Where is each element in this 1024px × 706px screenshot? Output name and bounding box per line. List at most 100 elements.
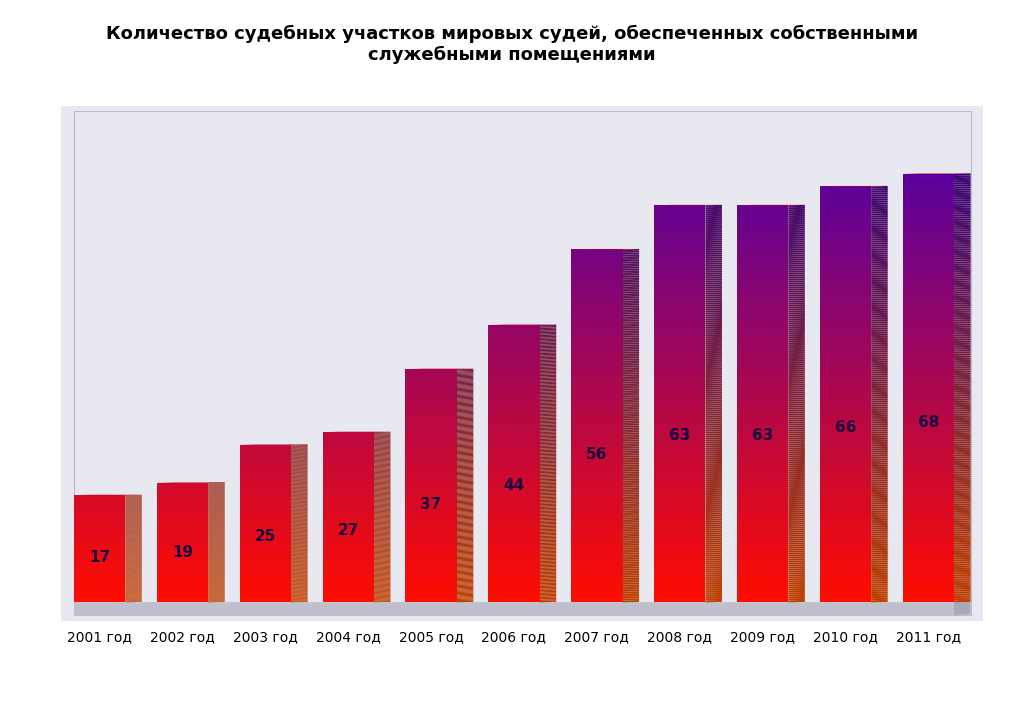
Polygon shape (623, 530, 639, 532)
Bar (654, 337, 706, 339)
Polygon shape (208, 559, 224, 561)
Polygon shape (788, 479, 805, 481)
Polygon shape (125, 580, 142, 581)
Bar (406, 561, 457, 562)
Polygon shape (871, 201, 888, 203)
Polygon shape (457, 376, 473, 378)
Polygon shape (540, 484, 556, 486)
Bar (737, 589, 788, 590)
Polygon shape (125, 595, 142, 597)
Polygon shape (871, 238, 888, 241)
Bar (654, 310, 706, 311)
Polygon shape (457, 484, 473, 486)
Polygon shape (457, 483, 473, 484)
Bar (654, 313, 706, 314)
Bar (820, 278, 871, 280)
Bar (820, 576, 871, 578)
Bar (902, 527, 954, 528)
Polygon shape (125, 580, 142, 582)
Polygon shape (954, 568, 971, 570)
Bar (571, 525, 623, 526)
Bar (820, 587, 871, 589)
Polygon shape (374, 558, 390, 559)
Polygon shape (208, 584, 224, 585)
Polygon shape (540, 552, 556, 554)
Polygon shape (125, 537, 142, 538)
Bar (737, 580, 788, 581)
Polygon shape (208, 592, 224, 594)
Polygon shape (125, 584, 142, 585)
Bar (902, 544, 954, 545)
Bar (488, 413, 540, 414)
Polygon shape (540, 591, 556, 592)
Bar (406, 487, 457, 488)
Bar (737, 414, 788, 416)
Polygon shape (788, 244, 805, 247)
Bar (406, 473, 457, 474)
Bar (571, 320, 623, 321)
Polygon shape (457, 405, 473, 407)
Polygon shape (706, 219, 722, 221)
Bar (737, 520, 788, 522)
Polygon shape (374, 562, 390, 563)
Bar (488, 549, 540, 550)
Polygon shape (623, 282, 639, 285)
Bar (571, 359, 623, 360)
Polygon shape (125, 551, 142, 553)
Polygon shape (291, 460, 307, 461)
Bar (571, 599, 623, 600)
Bar (406, 491, 457, 492)
Bar (488, 545, 540, 546)
Bar (737, 452, 788, 453)
Polygon shape (208, 487, 224, 488)
Bar (571, 500, 623, 501)
Polygon shape (871, 423, 888, 426)
Polygon shape (291, 455, 307, 457)
Bar (488, 507, 540, 508)
Polygon shape (125, 502, 142, 503)
Polygon shape (125, 499, 142, 500)
Bar (406, 380, 457, 381)
Bar (820, 529, 871, 530)
Bar (654, 588, 706, 589)
Polygon shape (291, 509, 307, 510)
Bar (737, 597, 788, 599)
Bar (406, 530, 457, 531)
Polygon shape (125, 543, 142, 544)
Bar (737, 472, 788, 473)
Polygon shape (291, 572, 307, 573)
Bar (488, 428, 540, 429)
Bar (488, 401, 540, 402)
Bar (737, 495, 788, 496)
Bar (406, 426, 457, 428)
Polygon shape (954, 240, 971, 242)
Bar (820, 304, 871, 306)
Polygon shape (540, 407, 556, 408)
Bar (571, 464, 623, 465)
Bar (902, 577, 954, 578)
Polygon shape (125, 498, 142, 499)
Bar (902, 521, 954, 522)
Bar (571, 397, 623, 399)
Bar (488, 515, 540, 516)
Polygon shape (374, 551, 390, 552)
Bar (488, 523, 540, 524)
Polygon shape (457, 589, 473, 591)
Polygon shape (208, 527, 224, 528)
Bar (902, 306, 954, 308)
Bar (902, 355, 954, 357)
Polygon shape (208, 586, 224, 587)
Polygon shape (623, 314, 639, 316)
Bar (737, 215, 788, 216)
Polygon shape (954, 182, 971, 184)
Bar (406, 373, 457, 374)
Polygon shape (457, 453, 473, 454)
Polygon shape (871, 328, 888, 330)
Bar (737, 499, 788, 501)
Bar (737, 230, 788, 232)
Polygon shape (291, 557, 307, 558)
Polygon shape (706, 576, 722, 578)
Bar (902, 443, 954, 444)
Bar (654, 383, 706, 384)
Bar (571, 520, 623, 521)
